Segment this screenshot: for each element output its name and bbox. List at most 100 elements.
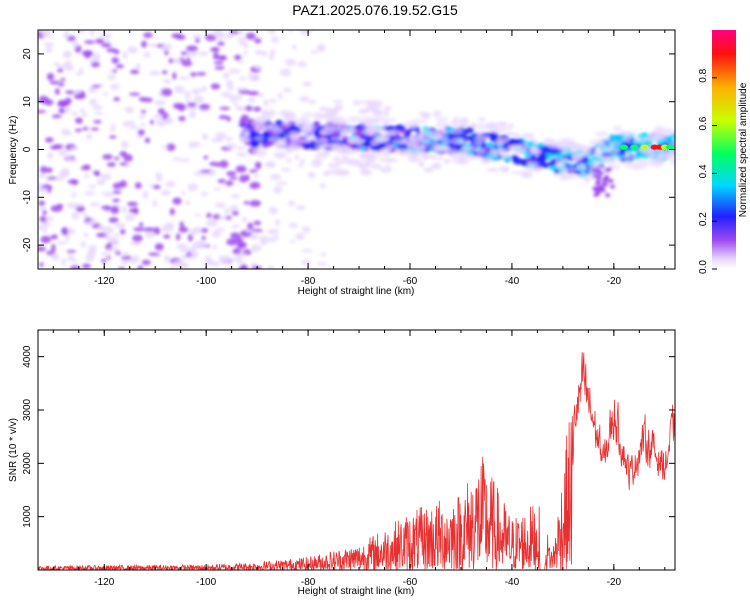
heatmap-cell <box>394 124 406 131</box>
heatmap-cell <box>70 265 80 269</box>
heatmap-cell <box>347 115 362 123</box>
heatmap-cell <box>297 139 313 144</box>
heatmap-cell <box>595 130 609 137</box>
heatmap-cell <box>149 70 161 76</box>
heatmap-cell <box>222 72 231 79</box>
heatmap-cell <box>239 135 251 144</box>
heatmap-cell <box>63 31 70 39</box>
heatmap-cell <box>204 34 217 41</box>
heatmap-cell <box>114 251 122 255</box>
heatmap-cell <box>378 156 393 164</box>
heatmap-cell <box>134 182 142 189</box>
heatmap-cell <box>361 153 372 159</box>
heatmap-cell <box>325 107 336 114</box>
heatmap-cell <box>435 120 449 129</box>
heatmap-cell <box>202 133 209 141</box>
heatmap-cell <box>101 191 109 196</box>
heatmap-cell <box>431 155 445 161</box>
heatmap-cell <box>459 152 471 159</box>
bottom-y-tick-label: 2000 <box>22 452 33 475</box>
heatmap-blobs <box>38 30 675 269</box>
heatmap-cell <box>106 256 111 260</box>
heatmap-cell <box>215 202 226 208</box>
heatmap-cell <box>294 154 299 161</box>
heatmap-cell <box>201 85 207 93</box>
heatmap-cell <box>40 235 51 244</box>
top-x-tick-label: -60 <box>403 276 418 287</box>
heatmap-cell <box>195 37 201 43</box>
heatmap-cell <box>144 137 151 144</box>
heatmap-cell <box>205 218 218 227</box>
top-y-tick-label: 0 <box>22 146 33 152</box>
heatmap-cell <box>231 210 239 216</box>
heatmap-cell <box>302 226 311 233</box>
heatmap-cell <box>164 49 169 56</box>
heatmap-cell <box>184 90 191 99</box>
heatmap-cell <box>100 173 112 181</box>
heatmap-cell <box>191 250 199 258</box>
heatmap-cell <box>645 150 657 157</box>
heatmap-cell <box>185 98 191 103</box>
heatmap-cell <box>604 174 610 179</box>
heatmap-cell <box>108 247 121 252</box>
heatmap-cell <box>351 147 362 154</box>
heatmap-cell <box>47 152 54 159</box>
heatmap-cell <box>141 259 151 266</box>
heatmap-cell <box>186 45 198 52</box>
bottom-y-axis-label: SNR (10 * v/v) <box>8 418 19 482</box>
heatmap-cell <box>224 136 233 141</box>
heatmap-cell <box>299 122 308 130</box>
heatmap-cell <box>362 136 371 141</box>
heatmap-cell <box>481 156 493 162</box>
heatmap-cell <box>620 144 629 150</box>
heatmap-cell <box>274 219 281 227</box>
bottom-axes: -120 -100 -80 -60 -40 -20 1000 2000 3000 4000 <box>22 330 675 588</box>
heatmap-cell <box>433 110 442 117</box>
heatmap-cell <box>56 64 69 68</box>
heatmap-cell <box>237 60 244 64</box>
heatmap-cell <box>56 203 64 208</box>
heatmap-cell <box>563 141 579 149</box>
heatmap-cell <box>613 125 622 133</box>
heatmap-cell <box>301 112 313 117</box>
heatmap-cell <box>67 254 75 262</box>
heatmap-cell <box>277 92 283 100</box>
heatmap-cell <box>543 138 556 143</box>
heatmap-cell <box>239 174 248 183</box>
heatmap-cell <box>119 162 128 166</box>
heatmap-cell <box>234 54 242 61</box>
heatmap-cell <box>162 78 172 84</box>
heatmap-cell <box>226 171 237 177</box>
heatmap-cell <box>268 98 277 103</box>
heatmap-cell <box>193 95 205 104</box>
heatmap-cell <box>315 144 329 151</box>
heatmap-cell <box>93 120 102 124</box>
heatmap-cell <box>129 126 140 130</box>
heatmap-cell <box>82 126 89 131</box>
heatmap-cell <box>460 119 469 128</box>
top-x-tick-label: -80 <box>301 276 316 287</box>
heatmap-cell <box>314 112 328 120</box>
heatmap-cell <box>180 51 189 55</box>
heatmap-cell <box>225 143 236 149</box>
heatmap-cell <box>254 49 265 55</box>
heatmap-cell <box>130 241 142 246</box>
heatmap-cell <box>309 50 319 54</box>
heatmap-cell <box>301 131 311 139</box>
heatmap-cell <box>419 139 431 144</box>
heatmap-cell <box>576 172 593 179</box>
heatmap-cell <box>46 72 55 81</box>
heatmap-cell <box>370 128 386 133</box>
heatmap-cell <box>217 216 228 220</box>
heatmap-cell <box>110 83 120 90</box>
heatmap-cell <box>83 232 89 237</box>
heatmap-cell <box>253 106 262 112</box>
heatmap-cell <box>238 41 249 46</box>
heatmap-cell <box>360 169 372 174</box>
heatmap-cell <box>247 97 256 103</box>
heatmap-cell <box>341 155 349 161</box>
heatmap-cell <box>228 257 240 262</box>
heatmap-cell <box>522 132 535 139</box>
heatmap-cell <box>69 147 79 151</box>
heatmap-cell <box>370 163 381 170</box>
